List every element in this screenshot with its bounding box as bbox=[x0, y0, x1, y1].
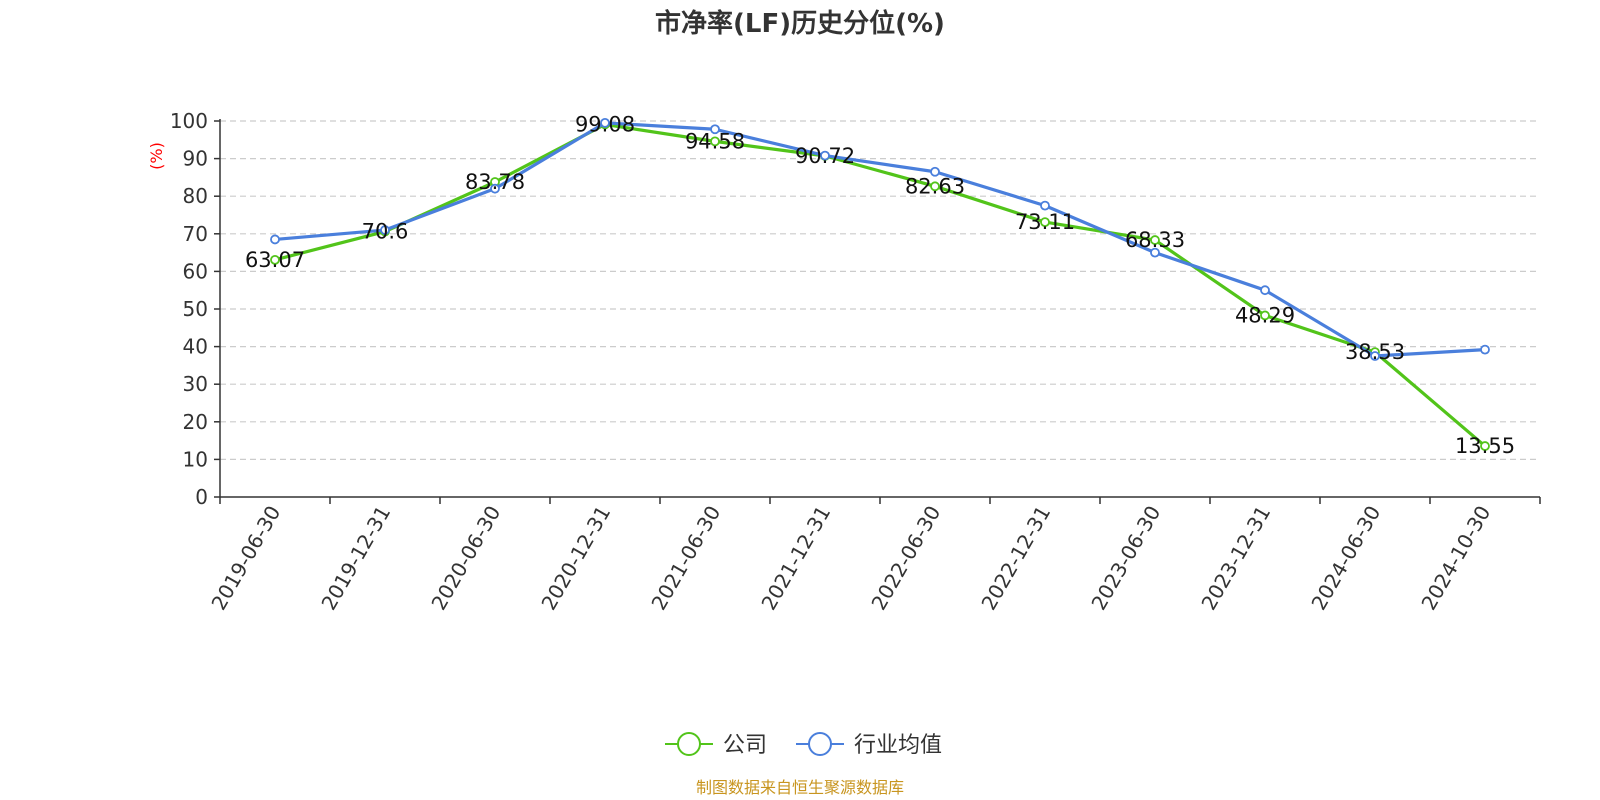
legend[interactable]: 公司 行业均值 bbox=[665, 732, 942, 758]
y-tick-label: 70 bbox=[183, 222, 208, 246]
y-tick-label: 10 bbox=[183, 447, 208, 471]
data-label: 83.78 bbox=[465, 170, 525, 194]
data-point bbox=[930, 181, 940, 192]
x-tick-label: 2020-12-31 bbox=[536, 502, 615, 615]
data-label: 94.58 bbox=[685, 129, 745, 153]
legend-label: 公司 bbox=[723, 733, 767, 758]
data-label: 99.08 bbox=[575, 112, 635, 136]
legend-marker bbox=[808, 732, 832, 756]
y-tick-label: 30 bbox=[183, 372, 208, 396]
data-point bbox=[710, 124, 720, 135]
y-axis-unit: (%) bbox=[147, 142, 166, 170]
data-label: 48.29 bbox=[1235, 303, 1295, 327]
axes bbox=[219, 119, 1540, 498]
data-label: 13.55 bbox=[1455, 434, 1515, 458]
data-label: 90.72 bbox=[795, 144, 855, 168]
data-point bbox=[1480, 344, 1490, 355]
data-point bbox=[270, 234, 280, 245]
data-point bbox=[930, 166, 940, 177]
data-point bbox=[380, 225, 390, 235]
y-tick-label: 50 bbox=[183, 297, 208, 321]
x-tick-label: 2024-10-30 bbox=[1416, 502, 1495, 615]
data-label: 70.6 bbox=[362, 220, 409, 244]
y-tick-label: 100 bbox=[170, 109, 208, 133]
legend-label: 行业均值 bbox=[854, 733, 942, 758]
data-point bbox=[600, 117, 610, 128]
legend-item-company[interactable]: 公司 bbox=[665, 732, 767, 758]
data-labels: 63.07 70.6 83.78 99.08 94.58 90.72 82.63 73.11 6… bbox=[245, 112, 1515, 458]
x-tick-label: 2020-06-30 bbox=[426, 502, 505, 615]
data-label: 68.33 bbox=[1125, 228, 1185, 252]
y-tick-label: 0 bbox=[195, 485, 208, 509]
data-point bbox=[490, 183, 500, 194]
data-point bbox=[1150, 247, 1160, 258]
y-tick-label: 40 bbox=[183, 335, 208, 359]
y-tick-label: 60 bbox=[183, 259, 208, 283]
x-tick-label: 2022-12-31 bbox=[976, 502, 1055, 615]
data-point bbox=[1040, 217, 1050, 228]
series-line-industry bbox=[274, 121, 1486, 358]
footer-source: 制图数据来自恒生聚源数据库 bbox=[696, 778, 904, 797]
data-point bbox=[710, 136, 720, 147]
grid-lines bbox=[220, 120, 1540, 460]
y-tick-label: 20 bbox=[183, 410, 208, 434]
legend-marker bbox=[677, 732, 701, 756]
y-ticks: 0 10 20 30 40 50 60 70 80 90 100 bbox=[170, 109, 220, 509]
data-point bbox=[1150, 235, 1160, 245]
x-tick-label: 2023-12-31 bbox=[1196, 502, 1275, 615]
chart-title: 市净率(LF)历史分位(%) bbox=[655, 8, 945, 39]
x-tick-label: 2023-06-30 bbox=[1086, 502, 1165, 615]
series-group bbox=[270, 117, 1490, 451]
x-ticks: 2019-06-30 2019-12-31 2020-06-30 2020-12-31… bbox=[206, 497, 1541, 615]
data-label: 73.11 bbox=[1015, 210, 1075, 234]
y-tick-label: 80 bbox=[183, 184, 208, 208]
data-point bbox=[270, 254, 280, 265]
series-line-company bbox=[274, 122, 1487, 448]
x-tick-label: 2022-06-30 bbox=[866, 502, 945, 615]
data-point bbox=[1040, 200, 1050, 211]
data-point bbox=[1260, 310, 1270, 321]
data-point bbox=[1260, 285, 1270, 296]
data-label: 63.07 bbox=[245, 248, 305, 272]
legend-item-industry[interactable]: 行业均值 bbox=[796, 732, 942, 758]
data-point bbox=[1480, 441, 1490, 451]
data-point bbox=[820, 150, 830, 161]
y-tick-label: 90 bbox=[183, 147, 208, 171]
x-tick-label: 2021-12-31 bbox=[756, 502, 835, 615]
x-tick-label: 2024-06-30 bbox=[1306, 502, 1385, 615]
x-tick-label: 2019-12-31 bbox=[316, 502, 395, 615]
data-label: 38.53 bbox=[1345, 340, 1405, 364]
data-label: 82.63 bbox=[905, 174, 965, 198]
x-tick-label: 2021-06-30 bbox=[646, 502, 725, 615]
x-tick-label: 2019-06-30 bbox=[206, 502, 285, 615]
data-point bbox=[1370, 351, 1380, 361]
